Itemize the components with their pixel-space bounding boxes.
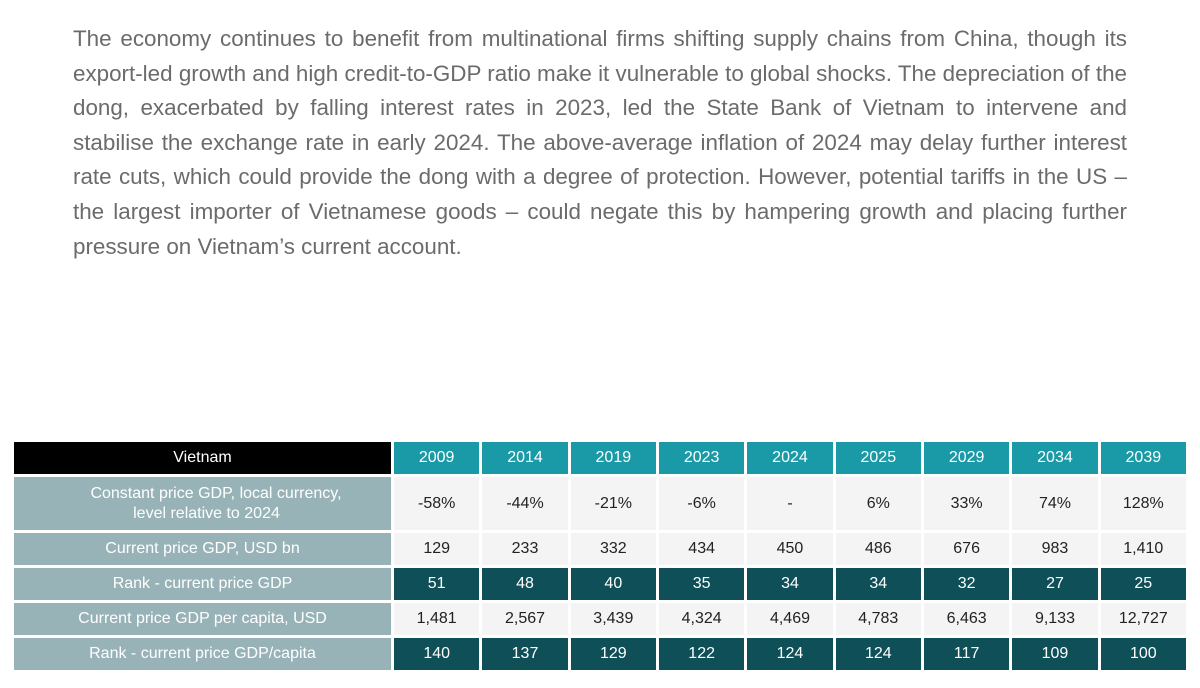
table-cell: 33%: [923, 477, 1010, 530]
intro-paragraph: The economy continues to benefit from mu…: [73, 26, 1127, 259]
year-header: 2023: [658, 442, 745, 474]
table-cell: 2,567: [482, 603, 568, 635]
year-header: 2024: [747, 442, 833, 474]
table-row-gdp-per-capita: Current price GDP per capita, USD 1,481 …: [14, 603, 1186, 635]
table-cell: 676: [923, 533, 1010, 565]
table-cell: 129: [570, 638, 656, 670]
table-cell: 34: [835, 568, 921, 600]
table-cell: 124: [747, 638, 833, 670]
table-cell: 40: [570, 568, 656, 600]
table-cell: 51: [394, 568, 480, 600]
table-cell: 27: [1012, 568, 1098, 600]
table-cell: 233: [482, 533, 568, 565]
table-cell: 486: [835, 533, 921, 565]
table-header-row: Vietnam 2009 2014 2019 2023 2024 2025 20…: [14, 442, 1186, 474]
table-cell: 124: [835, 638, 921, 670]
table-cell: 34: [747, 568, 833, 600]
year-header: 2009: [394, 442, 480, 474]
year-header: 2039: [1100, 442, 1186, 474]
row-label: Constant price GDP, local currency, leve…: [14, 477, 391, 530]
table-cell: 6%: [835, 477, 921, 530]
row-label: Rank - current price GDP: [14, 568, 391, 600]
table-cell: -6%: [658, 477, 745, 530]
year-header: 2029: [923, 442, 1010, 474]
table-cell: 12,727: [1100, 603, 1186, 635]
table-cell: 129: [394, 533, 480, 565]
table-cell: 1,410: [1100, 533, 1186, 565]
table-cell: -: [747, 477, 833, 530]
table-cell: 32: [923, 568, 1010, 600]
year-header: 2014: [482, 442, 568, 474]
table-cell: 332: [570, 533, 656, 565]
table-cell: -21%: [570, 477, 656, 530]
table-cell: 6,463: [923, 603, 1010, 635]
table-cell: 25: [1100, 568, 1186, 600]
row-label-line1: Constant price GDP, local currency,: [90, 484, 342, 502]
country-header: Vietnam: [14, 442, 391, 474]
table-cell: 128%: [1100, 477, 1186, 530]
table-row-current-price-gdp: Current price GDP, USD bn 129 233 332 43…: [14, 533, 1186, 565]
table-cell: 48: [482, 568, 568, 600]
row-label: Current price GDP per capita, USD: [14, 603, 391, 635]
table-row-constant-price-gdp: Constant price GDP, local currency, leve…: [14, 477, 1186, 530]
table-cell: 1,481: [394, 603, 480, 635]
year-header: 2034: [1012, 442, 1098, 474]
table-row-rank-gdp: Rank - current price GDP 51 48 40 35 34 …: [14, 568, 1186, 600]
table-cell: 450: [747, 533, 833, 565]
table-cell: 35: [658, 568, 745, 600]
table-cell: 109: [1012, 638, 1098, 670]
table-cell: 9,133: [1012, 603, 1098, 635]
row-label-line2: level relative to 2024: [133, 504, 280, 522]
economic-forecast-table: Vietnam 2009 2014 2019 2023 2024 2025 20…: [11, 439, 1189, 673]
table-cell: 137: [482, 638, 568, 670]
table-cell: 122: [658, 638, 745, 670]
table-cell: 4,324: [658, 603, 745, 635]
row-label: Rank - current price GDP/capita: [14, 638, 391, 670]
table-cell: -58%: [394, 477, 480, 530]
table-cell: 117: [923, 638, 1010, 670]
table-cell: 434: [658, 533, 745, 565]
table-cell: 3,439: [570, 603, 656, 635]
table-cell: 4,783: [835, 603, 921, 635]
table-cell: 100: [1100, 638, 1186, 670]
table-cell: 74%: [1012, 477, 1098, 530]
year-header: 2025: [835, 442, 921, 474]
table-cell: -44%: [482, 477, 568, 530]
row-label: Current price GDP, USD bn: [14, 533, 391, 565]
table-cell: 140: [394, 638, 480, 670]
table-row-rank-gdp-capita: Rank - current price GDP/capita 140 137 …: [14, 638, 1186, 670]
table-cell: 983: [1012, 533, 1098, 565]
year-header: 2019: [570, 442, 656, 474]
table-cell: 4,469: [747, 603, 833, 635]
